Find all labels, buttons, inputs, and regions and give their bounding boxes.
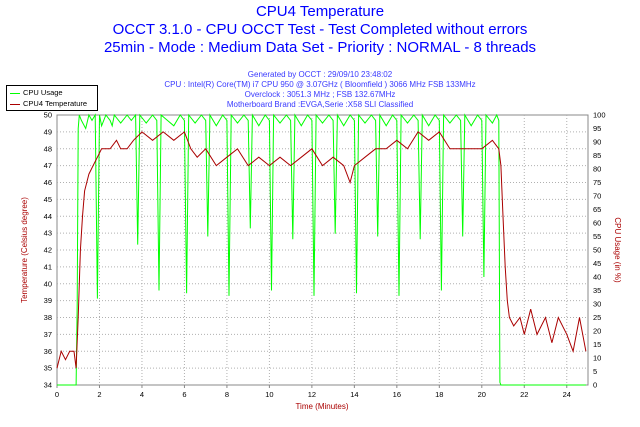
x-tick-label: 20 xyxy=(478,390,486,399)
y2-tick-label: 10 xyxy=(593,354,601,363)
x-tick-label: 14 xyxy=(350,390,358,399)
y-tick-label: 39 xyxy=(44,296,52,305)
y2-tick-label: 85 xyxy=(593,151,601,160)
y2-tick-label: 15 xyxy=(593,340,601,349)
x-tick-label: 18 xyxy=(435,390,443,399)
x-tick-label: 6 xyxy=(182,390,186,399)
y2-tick-label: 70 xyxy=(593,192,601,201)
y2-tick-label: 40 xyxy=(593,273,601,282)
chart-subtitle-1: OCCT 3.1.0 - CPU OCCT Test - Test Comple… xyxy=(112,21,528,38)
y-tick-label: 49 xyxy=(44,127,52,136)
y2-tick-label: 20 xyxy=(593,327,601,336)
legend-label-cpu4-temperature: CPU4 Temperature xyxy=(23,99,88,108)
y-tick-label: 47 xyxy=(44,161,52,170)
legend-item-cpu-usage: CPU Usage xyxy=(10,87,63,98)
legend-item-cpu4-temperature: CPU4 Temperature xyxy=(10,98,87,109)
chart-title: CPU4 Temperature xyxy=(255,3,385,20)
y2-axis-label: CPU Usage (in %) xyxy=(613,217,622,283)
y2-tick-label: 50 xyxy=(593,246,601,255)
x-tick-label: 22 xyxy=(520,390,528,399)
y-tick-label: 41 xyxy=(44,262,52,271)
y2-tick-label: 75 xyxy=(593,178,601,187)
x-tick-label: 8 xyxy=(225,390,229,399)
y-tick-label: 46 xyxy=(44,178,52,187)
y2-tick-label: 45 xyxy=(593,259,601,268)
y2-tick-label: 80 xyxy=(593,165,601,174)
y-tick-label: 48 xyxy=(44,144,52,153)
y2-tick-label: 65 xyxy=(593,205,601,214)
x-tick-label: 16 xyxy=(393,390,401,399)
y-axis-label: Temperature (Celsius degree) xyxy=(20,197,29,303)
y2-tick-label: 30 xyxy=(593,300,601,309)
info-cpu: CPU : Intel(R) Core(TM) i7 CPU 950 @ 3.0… xyxy=(164,80,476,89)
x-tick-label: 12 xyxy=(308,390,316,399)
x-axis-label: Time (Minutes) xyxy=(295,402,348,411)
legend-label-cpu-usage: CPU Usage xyxy=(23,88,63,97)
y-tick-label: 42 xyxy=(44,246,52,255)
y-tick-label: 34 xyxy=(44,381,52,390)
x-tick-label: 2 xyxy=(97,390,101,399)
y2-tick-label: 100 xyxy=(593,111,606,120)
x-tick-label: 24 xyxy=(563,390,571,399)
y2-tick-label: 25 xyxy=(593,313,601,322)
legend-swatch-cpu4-temperature xyxy=(10,103,20,105)
chart-legend: CPU Usage CPU4 Temperature xyxy=(6,85,98,111)
x-tick-label: 10 xyxy=(265,390,273,399)
y-tick-label: 50 xyxy=(44,111,52,120)
x-tick-label: 0 xyxy=(55,390,59,399)
y-tick-label: 38 xyxy=(44,313,52,322)
series-line-0 xyxy=(57,113,586,386)
y-tick-label: 35 xyxy=(44,364,52,373)
y2-tick-label: 55 xyxy=(593,232,601,241)
y-tick-label: 36 xyxy=(44,347,52,356)
info-motherboard: Motherboard Brand :EVGA,Serie :X58 SLI C… xyxy=(226,100,414,109)
legend-swatch-cpu-usage xyxy=(10,92,20,94)
info-overclock: Overclock : 3051.3 MHz ; FSB 132.67MHz xyxy=(244,90,396,99)
y-tick-label: 40 xyxy=(44,279,52,288)
chart-subtitle-2: 25min - Mode : Medium Data Set - Priorit… xyxy=(103,39,537,56)
y-tick-label: 45 xyxy=(44,195,52,204)
info-generated: Generated by OCCT : 29/09/10 23:48:02 xyxy=(247,70,393,79)
y-tick-label: 43 xyxy=(44,229,52,238)
y2-tick-label: 0 xyxy=(593,381,597,390)
y2-tick-label: 90 xyxy=(593,138,601,147)
x-tick-label: 4 xyxy=(140,390,144,399)
y2-tick-label: 5 xyxy=(593,367,597,376)
series-line-1 xyxy=(56,131,587,369)
y-tick-label: 44 xyxy=(44,212,52,221)
y2-tick-label: 95 xyxy=(593,124,601,133)
y-tick-label: 37 xyxy=(44,330,52,339)
y2-tick-label: 60 xyxy=(593,219,601,228)
y2-tick-label: 35 xyxy=(593,286,601,295)
